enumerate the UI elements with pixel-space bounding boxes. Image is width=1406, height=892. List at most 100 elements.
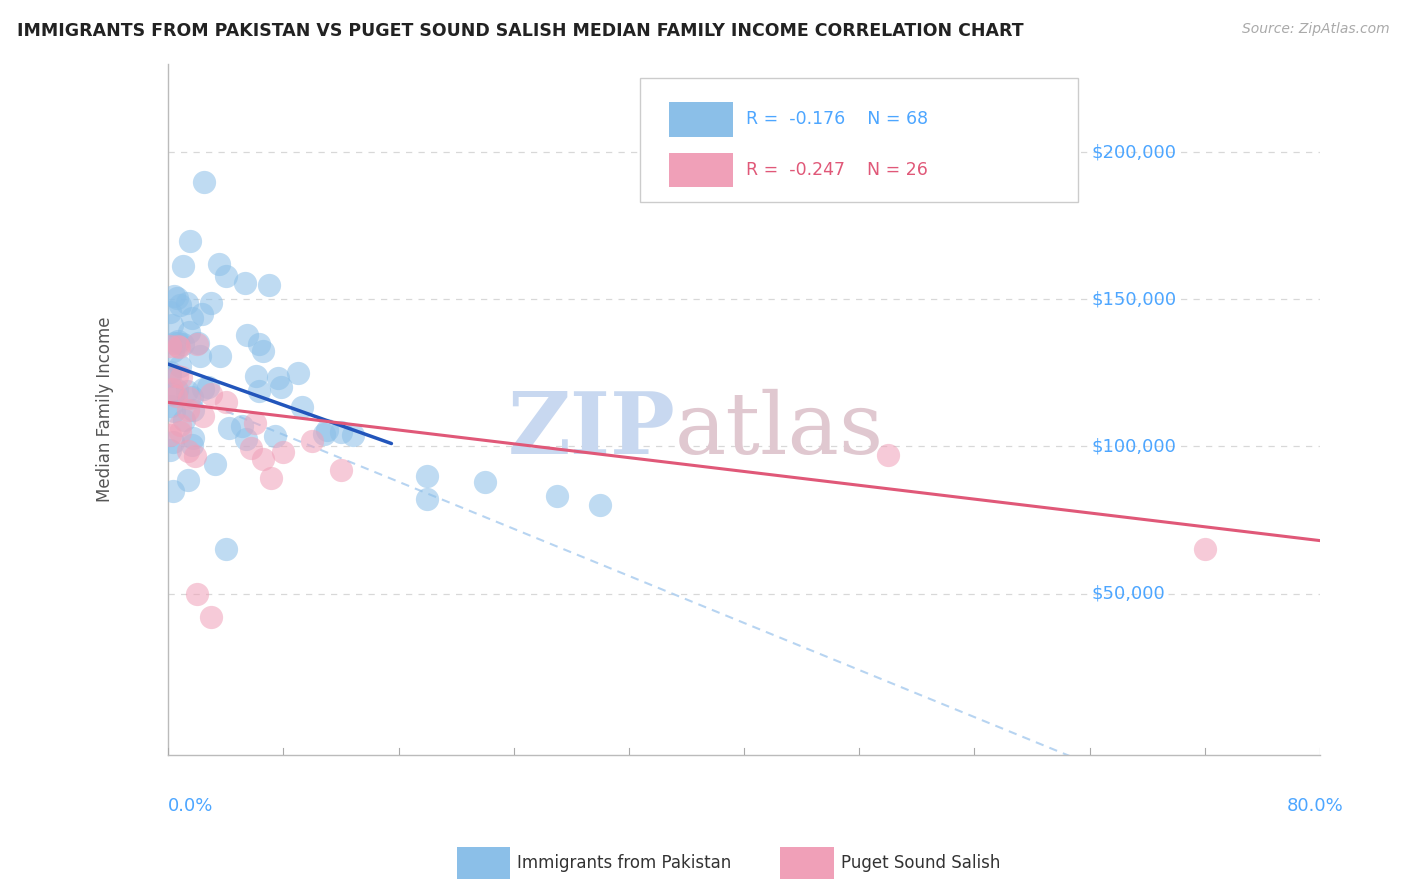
Point [160, 399, 183, 413]
Text: Median Family Income: Median Family Income [96, 317, 114, 502]
Point [186, 586, 208, 600]
FancyBboxPatch shape [669, 102, 733, 136]
Point [235, 276, 257, 290]
Point [589, 498, 612, 512]
Point [236, 327, 259, 342]
Point [546, 490, 568, 504]
Point [169, 298, 191, 312]
Point [215, 395, 238, 409]
Point [173, 413, 195, 427]
Text: ZIP: ZIP [508, 388, 675, 473]
Point [162, 343, 184, 358]
Point [191, 382, 214, 396]
Point [197, 380, 219, 394]
Point [200, 295, 222, 310]
Point [877, 448, 900, 462]
Point [159, 369, 181, 384]
Point [193, 175, 215, 189]
Point [249, 337, 271, 351]
Point [316, 423, 339, 437]
Point [179, 391, 201, 405]
Point [172, 337, 194, 351]
Point [218, 421, 240, 435]
Point [314, 426, 336, 441]
Point [169, 425, 191, 440]
Point [330, 463, 353, 477]
Point [231, 419, 253, 434]
Point [159, 443, 181, 458]
Point [160, 318, 183, 332]
Text: $50,000: $50,000 [1092, 584, 1166, 603]
Point [214, 541, 236, 556]
Text: $200,000: $200,000 [1092, 144, 1177, 161]
Point [330, 425, 353, 439]
Point [159, 304, 181, 318]
Point [245, 368, 267, 383]
Point [159, 365, 181, 379]
Point [416, 492, 439, 507]
Point [181, 403, 204, 417]
Point [162, 387, 184, 401]
Point [208, 257, 231, 271]
Point [159, 339, 181, 353]
Point [200, 610, 222, 624]
Point [252, 343, 274, 358]
Text: R =  -0.176    N = 68: R = -0.176 N = 68 [747, 111, 928, 128]
Point [264, 429, 287, 443]
Point [209, 349, 232, 363]
Text: Source: ZipAtlas.com: Source: ZipAtlas.com [1241, 22, 1389, 37]
Point [176, 384, 198, 398]
Point [235, 432, 257, 446]
Point [162, 289, 184, 303]
Point [177, 444, 200, 458]
Point [191, 307, 214, 321]
Text: $100,000: $100,000 [1092, 437, 1177, 456]
Point [243, 416, 266, 430]
Point [177, 325, 200, 339]
Point [186, 336, 208, 351]
Point [167, 339, 190, 353]
Point [270, 380, 292, 394]
Point [204, 457, 226, 471]
Point [416, 469, 439, 483]
Point [342, 427, 364, 442]
Point [165, 389, 187, 403]
Point [176, 295, 198, 310]
Text: 0.0%: 0.0% [169, 797, 214, 814]
Point [159, 427, 181, 442]
Point [166, 383, 188, 397]
Text: atlas: atlas [675, 389, 884, 472]
Point [167, 340, 190, 354]
Point [252, 452, 274, 467]
Point [169, 359, 191, 373]
Point [170, 369, 193, 384]
FancyBboxPatch shape [669, 153, 733, 187]
Text: 80.0%: 80.0% [1286, 797, 1343, 814]
Point [287, 366, 309, 380]
Text: R =  -0.247    N = 26: R = -0.247 N = 26 [747, 161, 928, 178]
Point [181, 431, 204, 445]
Point [474, 475, 496, 489]
Point [166, 368, 188, 383]
Point [163, 336, 186, 351]
Point [1194, 542, 1216, 557]
Point [176, 473, 198, 487]
Point [301, 434, 323, 448]
Text: Puget Sound Salish: Puget Sound Salish [841, 854, 1000, 871]
Point [200, 386, 222, 401]
Point [188, 349, 211, 363]
Point [162, 484, 184, 499]
Text: $150,000: $150,000 [1092, 291, 1177, 309]
Point [162, 434, 184, 449]
Point [163, 404, 186, 418]
Text: IMMIGRANTS FROM PAKISTAN VS PUGET SOUND SALISH MEDIAN FAMILY INCOME CORRELATION : IMMIGRANTS FROM PAKISTAN VS PUGET SOUND … [17, 22, 1024, 40]
Point [247, 384, 270, 398]
Point [172, 259, 194, 273]
Point [181, 311, 204, 326]
Point [267, 371, 290, 385]
Point [180, 390, 202, 404]
Point [257, 277, 280, 292]
Point [179, 234, 201, 248]
Point [215, 268, 238, 283]
Point [273, 445, 295, 459]
